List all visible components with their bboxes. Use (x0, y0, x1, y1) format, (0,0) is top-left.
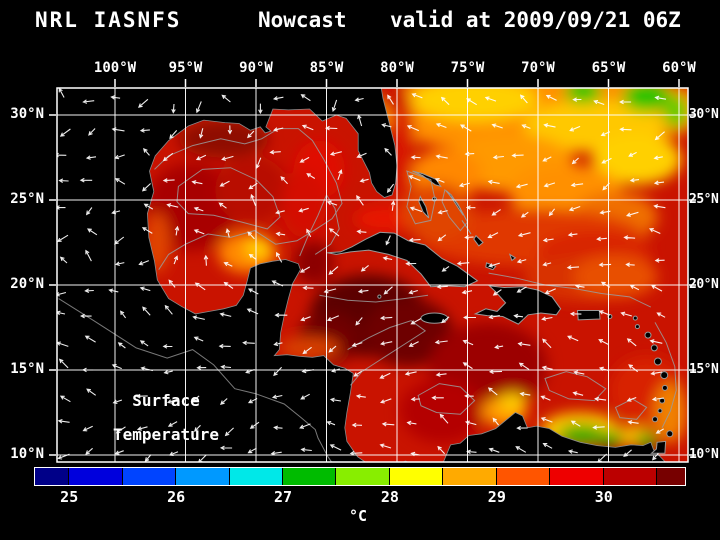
latitude-tick-label-right: 20°N (689, 277, 719, 292)
colorbar-tick-label: 26 (167, 488, 186, 506)
longitude-tick-label: 65°W (591, 60, 626, 76)
latitude-tick-label-left: 10°N (10, 446, 44, 462)
current-vectors (57, 88, 667, 462)
field-label: Surface Temperature (113, 393, 219, 443)
longitude-tick-label: 75°W (450, 60, 485, 76)
field-label-line2: Temperature (113, 425, 219, 444)
longitude-tick-label: 60°W (662, 60, 696, 76)
colorbar-cell (389, 468, 444, 485)
longitude-tick-label: 70°W (521, 60, 555, 76)
colorbar-cell (336, 468, 390, 485)
colorbar-cell (657, 468, 685, 485)
latitude-tick-label-left: 20°N (10, 276, 44, 292)
latitude-tick-label-right: 30°N (689, 107, 719, 122)
longitude-tick-label: 90°W (239, 60, 273, 76)
colorbar-cell (69, 468, 123, 485)
colorbar-cell (496, 468, 551, 485)
map-frame (56, 87, 689, 463)
colorbar-cell (176, 468, 230, 485)
colorbar-cell (603, 468, 658, 485)
colorbar (34, 467, 686, 486)
longitude-tick-label: 85°W (309, 60, 344, 76)
longitude-tick-label: 100°W (93, 60, 137, 76)
product-type: Nowcast (258, 8, 347, 32)
latitude-tick-label-left: 25°N (10, 191, 44, 207)
colorbar-tick-label: 30 (594, 488, 613, 506)
colorbar-tick-label: 28 (380, 488, 399, 506)
colorbar-tick-label: 29 (487, 488, 506, 506)
longitude-tick-label: 95°W (168, 60, 203, 76)
colorbar-cell (35, 468, 70, 485)
colorbar-cell (443, 468, 497, 485)
latitude-tick-label-left: 15°N (10, 361, 44, 377)
colorbar-cell (550, 468, 604, 485)
field-label-line1: Surface (132, 391, 200, 410)
latitude-tick-label-left: 30°N (10, 106, 44, 122)
colorbar-tick-label: 27 (273, 488, 293, 506)
latitude-tick-label-right: 10°N (689, 447, 719, 462)
model-name: NRL IASNFS (35, 8, 182, 32)
colorbar-unit: °C (348, 507, 368, 525)
latitude-tick-label-right: 15°N (689, 362, 719, 377)
longitude-tick-label: 80°W (380, 60, 414, 76)
colorbar-cell (229, 468, 284, 485)
valid-time: valid at 2009/09/21 06Z (390, 8, 681, 32)
colorbar-cell (122, 468, 177, 485)
colorbar-tick-label: 25 (60, 488, 79, 506)
axis-ticks (49, 79, 696, 456)
latitude-tick-label-right: 25°N (689, 192, 719, 207)
colorbar-cell (283, 468, 337, 485)
